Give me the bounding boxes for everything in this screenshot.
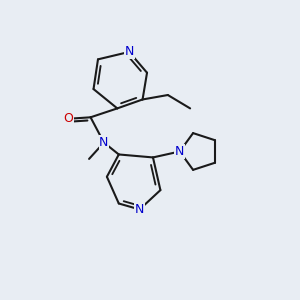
Text: N: N — [175, 145, 184, 158]
Text: N: N — [124, 45, 134, 58]
Text: N: N — [99, 136, 109, 149]
Text: O: O — [63, 112, 73, 125]
Text: N: N — [135, 203, 144, 216]
